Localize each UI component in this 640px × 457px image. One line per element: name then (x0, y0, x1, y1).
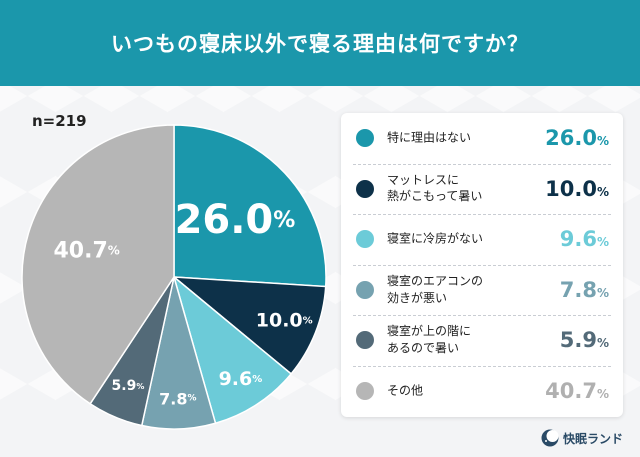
legend-label: その他 (387, 383, 424, 398)
legend-value: 9.6% (559, 227, 609, 252)
legend-swatch (356, 280, 374, 299)
slice-value-label: 7.8% (159, 389, 196, 408)
legend-card: 特に理由はない 26.0% マットレスに 熱がこもって暑い 10.0% 寝室に冷房がない… (341, 113, 623, 417)
brand-mark: 快眠ランド (541, 429, 623, 447)
pie-slice (172, 274, 293, 425)
legend-item: 寝室に冷房がない 9.6% (341, 214, 623, 264)
legend-label: 寝室が上の階に あるので暑い (387, 324, 472, 356)
chart-title: いつもの寝床以外で寝る理由は何ですか？ (111, 32, 529, 56)
legend-item: 寝室が上の階に あるので暑い 5.9% (341, 315, 623, 365)
legend-divider (353, 163, 611, 165)
legend-label: 特に理由はない (387, 130, 472, 145)
moon-logo-icon (541, 429, 559, 447)
legend-swatch (356, 230, 374, 249)
slice-value-label: 40.7% (54, 238, 120, 263)
legend-value: 5.9% (559, 328, 609, 353)
legend-swatch (356, 129, 374, 147)
legend-label: 寝室に冷房がない (387, 231, 484, 246)
slice-value-label: 26.0% (175, 197, 296, 243)
pie-slice (21, 124, 175, 405)
legend-swatch (356, 382, 374, 400)
legend-value: 26.0% (545, 126, 609, 150)
sample-size-label: n=219 (32, 112, 87, 130)
legend-swatch (356, 179, 374, 198)
title-banner: いつもの寝床以外で寝る理由は何ですか？ (0, 0, 640, 86)
legend-divider (353, 315, 611, 317)
pie-slice (171, 276, 327, 375)
legend-item: 特に理由はない 26.0% (341, 113, 623, 163)
legend-divider (353, 214, 611, 216)
legend-label: 寝室のエアコンの 効きが悪い (387, 274, 484, 305)
legend-item: その他 40.7% (341, 366, 623, 416)
legend-item: 寝室のエアコンの 効きが悪い 7.8% (341, 265, 623, 315)
legend-divider (353, 366, 611, 367)
legend-value: 7.8% (559, 277, 609, 302)
pie-slice (173, 124, 327, 288)
legend-swatch (356, 331, 374, 350)
legend-label: マットレスに 熱がこもって暑い (387, 172, 483, 204)
brand-name: 快眠ランド (563, 431, 624, 446)
legend-item: マットレスに 熱がこもって暑い 10.0% (341, 164, 623, 214)
slice-value-label: 9.6% (219, 368, 263, 390)
slice-value-label: 5.9% (112, 378, 145, 394)
legend-value: 10.0% (545, 176, 609, 201)
slice-value-label: 10.0% (256, 310, 313, 332)
legend-divider (353, 264, 611, 266)
legend-value: 40.7% (545, 379, 609, 403)
